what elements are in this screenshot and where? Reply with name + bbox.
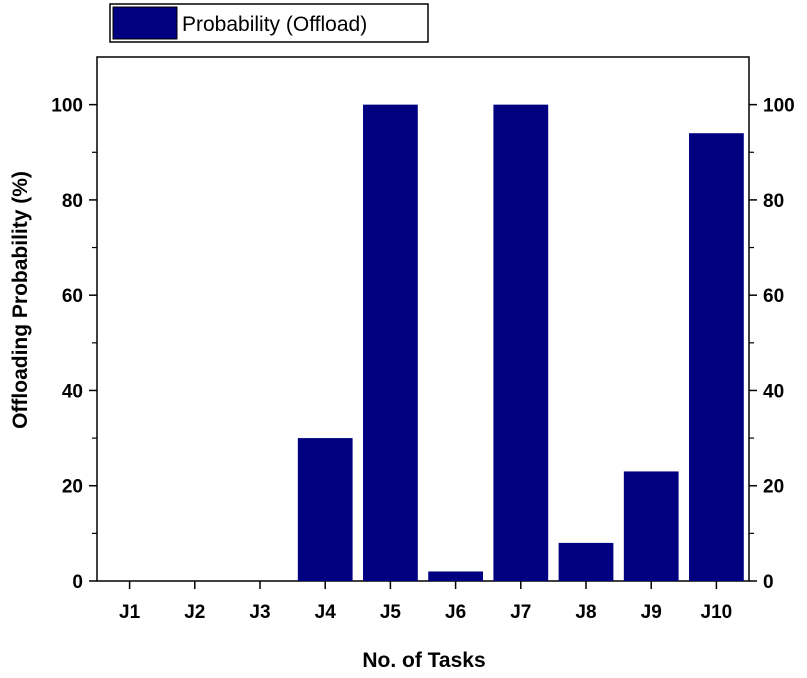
y-tick-label-right: 40 xyxy=(763,381,784,402)
y-tick-label: 0 xyxy=(72,572,83,593)
ticks xyxy=(89,103,757,589)
y-tick-label: 100 xyxy=(51,96,83,117)
bar-j7 xyxy=(493,104,549,581)
x-tick-label: J3 xyxy=(249,602,270,623)
x-tick-label: J7 xyxy=(510,602,531,623)
y-tick-label-right: 20 xyxy=(763,477,784,498)
x-tick-label: J9 xyxy=(641,602,662,623)
y-axis-title: Offloading Probability (%) xyxy=(9,171,32,429)
x-tick-labels: J1 J2 J3 J4 J5 J6 J7 J8 J9 J10 xyxy=(119,602,732,623)
y-tick-label: 20 xyxy=(62,477,83,498)
x-tick-label: J10 xyxy=(701,602,733,623)
y-tick-label-right: 100 xyxy=(763,96,795,117)
y-tick-label-right: 60 xyxy=(763,286,784,307)
y-tick-label: 60 xyxy=(62,286,83,307)
plot-frame xyxy=(96,56,750,582)
bar-j6 xyxy=(428,571,483,581)
legend-label: Probability (Offload) xyxy=(182,13,367,36)
bar-j4 xyxy=(297,438,353,581)
y-tick-labels-left: 0 20 40 60 80 100 xyxy=(51,96,83,593)
bar-j10 xyxy=(689,133,744,581)
x-tick-label: J2 xyxy=(184,602,205,623)
x-tick-label: J4 xyxy=(315,602,337,623)
y-tick-labels-right: 0 20 40 60 80 100 xyxy=(763,96,795,593)
y-tick-label-right: 80 xyxy=(763,191,784,212)
y-tick-label-right: 0 xyxy=(763,572,774,593)
bar-j9 xyxy=(623,471,679,581)
x-tick-label: J8 xyxy=(575,602,596,623)
x-tick-label: J6 xyxy=(445,602,466,623)
x-axis-title: No. of Tasks xyxy=(362,649,485,672)
legend: Probability (Offload) xyxy=(109,3,429,43)
bar-j5 xyxy=(363,104,418,581)
x-tick-label: J1 xyxy=(119,602,141,623)
bar-j8 xyxy=(558,542,614,581)
y-tick-label: 80 xyxy=(62,191,83,212)
y-tick-label: 40 xyxy=(62,381,83,402)
bars xyxy=(297,104,744,581)
x-tick-label: J5 xyxy=(380,602,402,623)
legend-swatch xyxy=(112,6,178,40)
